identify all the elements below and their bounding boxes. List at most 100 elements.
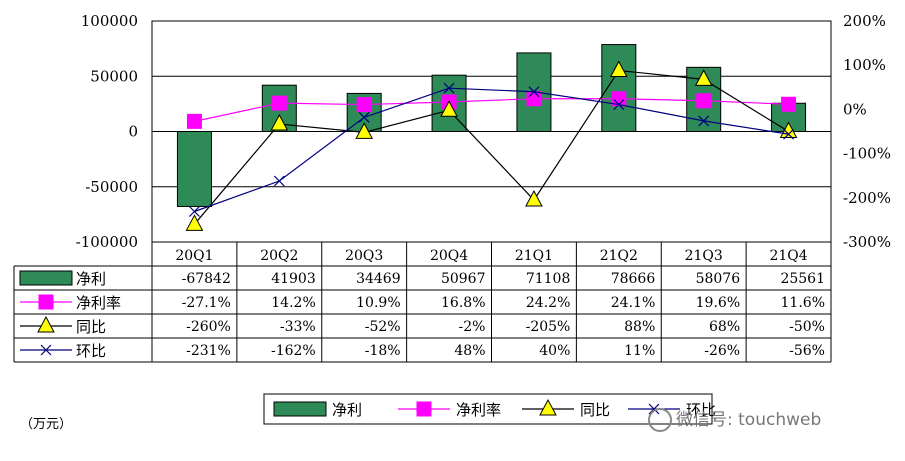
category-label: 21Q2 [600, 248, 638, 264]
watermark: 微信号: touchweb [648, 405, 821, 432]
category-label: 20Q2 [260, 248, 298, 264]
table-cell-value: -26% [704, 343, 740, 359]
legend-label: 同比 [580, 401, 610, 419]
table-cell-value: -231% [186, 343, 231, 359]
table-cell-value: 10.9% [356, 295, 400, 311]
y-right-tick-label: -200% [843, 189, 891, 207]
marker-stroke [783, 128, 794, 140]
y-left-tick-label: -50000 [85, 178, 138, 196]
point-square [526, 91, 542, 107]
table-cell-value: 48% [454, 343, 485, 359]
point-triangle [185, 214, 204, 231]
marker-stroke [358, 111, 370, 123]
point-x [698, 115, 710, 127]
y-right-tick-label: 0% [843, 100, 867, 118]
table-cell-value: -260% [186, 319, 231, 335]
series-line-square [194, 98, 789, 122]
legend-key-marker [38, 294, 54, 310]
table-cell-value: -2% [459, 319, 486, 335]
category-label: 21Q3 [685, 248, 723, 264]
point-square [186, 113, 202, 129]
legend-label: 环比 [686, 401, 716, 419]
marker-stroke [613, 99, 625, 110]
marker-stroke [40, 344, 52, 356]
point-square [781, 96, 797, 112]
table-cell-value: 88% [624, 319, 655, 335]
table-cell-value: 19.6% [696, 295, 740, 311]
y-right-tick-label: 100% [843, 56, 886, 74]
category-label: 20Q3 [345, 248, 383, 264]
row-label: 净利 [76, 270, 106, 288]
table-cell-value: 24.2% [526, 295, 570, 311]
table-cell-value: 58076 [696, 271, 741, 287]
table-cell-value: -205% [526, 319, 571, 335]
table-cell-value: 16.8% [441, 295, 485, 311]
point-x [613, 99, 625, 110]
table-cell-value: 41903 [271, 271, 316, 287]
point-x [189, 206, 200, 217]
table-cell-value: -56% [789, 343, 825, 359]
table-cell-value: 11.6% [781, 295, 825, 311]
marker-stroke [189, 206, 200, 217]
watermark-text: 微信号: touchweb [676, 410, 822, 430]
legend-key-marker [416, 401, 432, 417]
row-label: 净利率 [76, 294, 121, 312]
table-cell-value: 11% [624, 343, 655, 359]
point-square [356, 97, 372, 113]
category-label: 21Q4 [769, 248, 807, 264]
marker-stroke [528, 86, 540, 98]
table-cell-value: -33% [280, 319, 316, 335]
point-square [611, 91, 627, 107]
legend-label: 净利率 [456, 401, 501, 419]
point-triangle [525, 189, 543, 207]
legend-label: 净利 [332, 401, 362, 419]
category-label: 20Q1 [175, 248, 213, 264]
legend-key-marker [37, 315, 55, 333]
point-x [358, 111, 370, 123]
unit-label: （万元） [20, 417, 73, 432]
legend-key-marker [40, 344, 52, 356]
table-cell-value: 24.1% [611, 295, 655, 311]
point-triangle [270, 113, 289, 131]
row-label: 同比 [76, 318, 106, 336]
point-x [528, 86, 540, 98]
table-cell-value: -162% [271, 343, 316, 359]
bar [176, 131, 212, 207]
marker-stroke [273, 175, 285, 187]
point-square [696, 93, 712, 109]
table-cell-value: 68% [709, 319, 740, 335]
table-cell-value: 78666 [611, 271, 656, 287]
marker-stroke [698, 115, 710, 127]
y-left-tick-label: -100000 [76, 233, 138, 251]
y-right-tick-label: -100% [843, 145, 891, 163]
y-right-tick-label: 200% [843, 12, 886, 30]
series-line-x [194, 87, 789, 213]
legend-key-marker [539, 398, 557, 416]
point-triangle [609, 60, 628, 78]
y-left-tick-label: 100000 [81, 12, 138, 30]
table-cell-value: -52% [365, 319, 401, 335]
point-square [271, 95, 287, 111]
point-x [783, 128, 794, 140]
point-triangle [355, 122, 374, 139]
category-label: 21Q1 [515, 248, 553, 264]
y-right-tick-label: -300% [843, 233, 891, 251]
y-left-tick-label: 0 [128, 123, 138, 141]
category-label: 20Q4 [430, 248, 468, 264]
table-cell-value: 71108 [526, 271, 571, 287]
table-cell-value: 14.2% [271, 295, 315, 311]
point-triangle [440, 100, 458, 117]
table-cell-value: 50967 [441, 271, 486, 287]
y-left-tick-label: 50000 [90, 67, 138, 85]
table-cell-value: -27.1% [182, 295, 231, 311]
point-x [273, 175, 285, 187]
marker-stroke [443, 82, 455, 94]
legend-key-bar [19, 270, 73, 286]
legend-key-bar [273, 401, 327, 417]
series-line-triangle [193, 69, 789, 225]
table-cell-value: -18% [365, 343, 401, 359]
row-label: 环比 [76, 342, 106, 360]
table-cell-value: 25561 [780, 271, 825, 287]
table-cell-value: -50% [789, 319, 825, 335]
